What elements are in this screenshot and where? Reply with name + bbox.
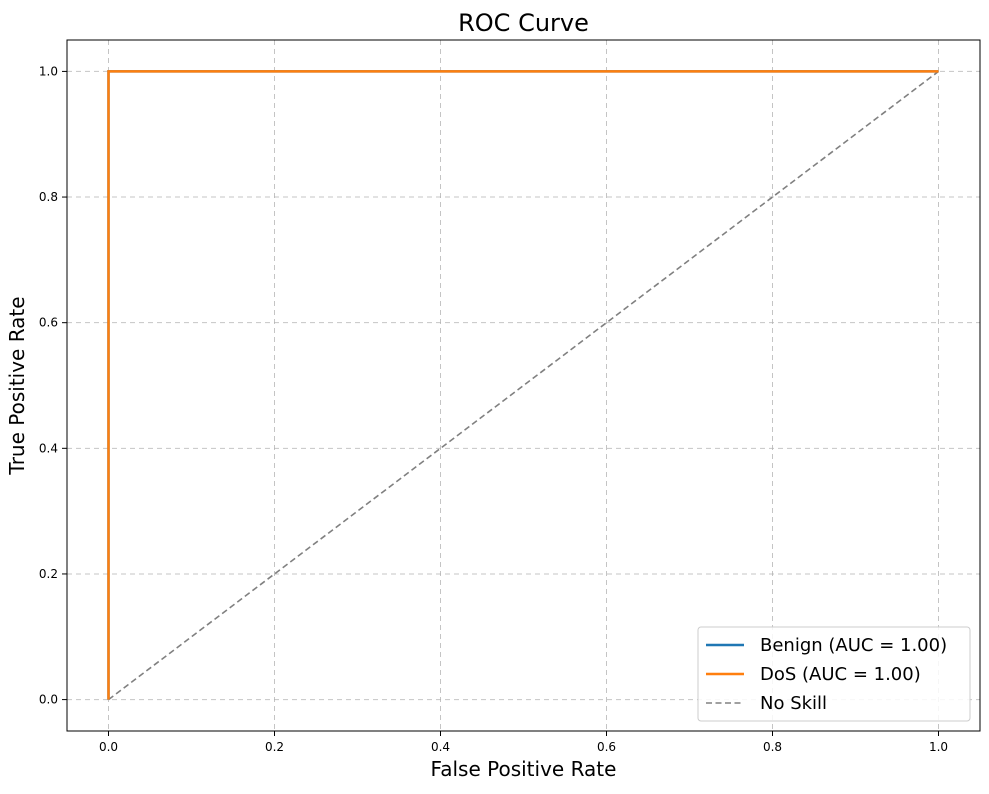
x-axis-label: False Positive Rate <box>431 757 617 781</box>
chart-title: ROC Curve <box>458 9 589 37</box>
legend-label: Benign (AUC = 1.00) <box>760 635 947 656</box>
series-line-2 <box>108 70 939 701</box>
x-tick-label: 0.4 <box>431 740 450 754</box>
x-tick-label: 0.2 <box>265 740 284 754</box>
y-axis-label: True Positive Rate <box>5 296 29 475</box>
y-tick-label: 0.6 <box>39 316 58 330</box>
x-tick-label: 0.6 <box>597 740 616 754</box>
y-tick-label: 0.4 <box>39 441 58 455</box>
plot-frame <box>66 39 981 732</box>
legend-label: DoS (AUC = 1.00) <box>760 664 921 685</box>
x-tick-label: 0.8 <box>763 740 782 754</box>
x-tick-label: 1.0 <box>929 740 948 754</box>
legend-entries: Benign (AUC = 1.00) DoS (AUC = 1.00) No Sk… <box>706 635 947 714</box>
axis-ticks: 0.0 0.2 0.4 0.6 0.8 1.0 0.0 0.2 0.4 0.6 0.8 1.0 <box>39 64 948 754</box>
y-tick-label: 1.0 <box>39 64 58 78</box>
legend: Benign (AUC = 1.00) DoS (AUC = 1.00) No Sk… <box>697 626 971 722</box>
series-layer <box>107 70 939 701</box>
series-line-1 <box>107 70 939 700</box>
y-tick-label: 0.0 <box>39 693 58 707</box>
y-tick-label: 0.8 <box>39 190 58 204</box>
y-tick-label: 0.2 <box>39 567 58 581</box>
legend-box <box>697 626 971 722</box>
x-tick-label: 0.0 <box>99 740 118 754</box>
legend-label: No Skill <box>760 693 827 714</box>
